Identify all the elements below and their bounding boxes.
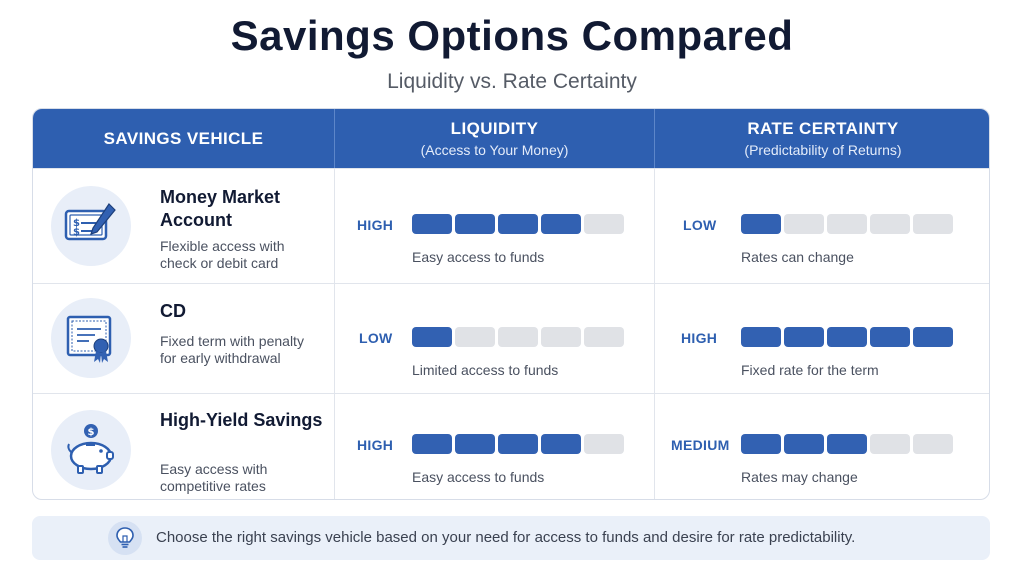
meter-segment-empty — [870, 214, 910, 234]
header-rate: RATE CERTAINTY (Predictability of Return… — [655, 109, 989, 168]
liquidity-cell: HIGH Easy access to funds — [335, 169, 655, 284]
svg-text:$: $ — [88, 427, 95, 438]
lightbulb-icon — [108, 521, 142, 555]
table-row: $ High-Yield Savings Easy access with co… — [33, 393, 989, 499]
header-liquidity-sub: (Access to Your Money) — [420, 142, 569, 158]
meter-segment-filled — [741, 327, 781, 347]
table-row: $ $ Money Market Account Flexible access… — [33, 168, 989, 284]
meter-segment-empty — [584, 214, 624, 234]
vehicle-name: Money Market Account — [160, 187, 281, 230]
meter-segment-filled — [741, 434, 781, 454]
rate-cell: HIGH Fixed rate for the term — [655, 284, 989, 394]
liquidity-level: LOW — [359, 330, 393, 346]
rate-note: Fixed rate for the term — [741, 362, 879, 378]
liquidity-level: HIGH — [357, 217, 394, 233]
liquidity-cell: LOW Limited access to funds — [335, 284, 655, 394]
meter-segment-empty — [784, 214, 824, 234]
svg-text:$: $ — [73, 218, 80, 229]
page-title: Savings Options Compared — [230, 12, 794, 59]
meter-segment-filled — [784, 327, 824, 347]
meter-segment-filled — [784, 434, 824, 454]
page-subtitle: Liquidity vs. Rate Certainty — [387, 70, 637, 93]
meter-segment-filled — [412, 434, 452, 454]
meter-segment-filled — [498, 434, 538, 454]
meter-segment-empty — [455, 327, 495, 347]
meter-segment-filled — [541, 434, 581, 454]
meter-segment-filled — [412, 327, 452, 347]
piggy-bank-icon: $ — [51, 410, 131, 490]
vehicle-description: Fixed term with penalty for early withdr… — [160, 333, 304, 366]
vehicle-name: CD — [160, 301, 186, 321]
liquidity-cell: HIGH Easy access to funds — [335, 394, 655, 499]
svg-text:$: $ — [73, 227, 80, 238]
meter-segment-empty — [584, 434, 624, 454]
meter-segment-empty — [584, 327, 624, 347]
footer-text: Choose the right savings vehicle based o… — [156, 529, 856, 546]
vehicle-name: High-Yield Savings — [160, 410, 323, 430]
meter-segment-empty — [913, 434, 953, 454]
rate-level: LOW — [683, 217, 717, 233]
liquidity-meter — [412, 434, 624, 454]
meter-segment-filled — [455, 434, 495, 454]
vehicle-description: Easy access with competitive rates — [160, 461, 268, 494]
certificate-icon — [51, 298, 131, 378]
meter-segment-filled — [827, 327, 867, 347]
header-vehicle: SAVINGS VEHICLE — [33, 109, 335, 168]
liquidity-note: Limited access to funds — [412, 362, 559, 378]
meter-segment-filled — [870, 327, 910, 347]
liquidity-level: HIGH — [357, 437, 394, 453]
header-rate-label: RATE CERTAINTY — [747, 119, 899, 138]
meter-segment-filled — [498, 214, 538, 234]
meter-segment-filled — [827, 434, 867, 454]
vehicle-cell: CD Fixed term with penalty for early wit… — [33, 284, 335, 394]
liquidity-meter — [412, 214, 624, 234]
rate-note: Rates can change — [741, 249, 854, 265]
header-rate-sub: (Predictability of Returns) — [744, 142, 902, 158]
checkbook-icon: $ $ — [51, 186, 131, 266]
rate-meter — [741, 214, 953, 234]
meter-segment-empty — [827, 214, 867, 234]
header-liquidity-label: LIQUIDITY — [450, 119, 539, 138]
header-vehicle-label: SAVINGS VEHICLE — [103, 128, 264, 148]
meter-segment-empty — [870, 434, 910, 454]
rate-meter — [741, 327, 953, 347]
meter-segment-filled — [741, 214, 781, 234]
meter-segment-empty — [541, 327, 581, 347]
rate-level: HIGH — [681, 330, 718, 346]
comparison-table: SAVINGS VEHICLE LIQUIDITY (Access to You… — [32, 108, 990, 500]
table-row: CD Fixed term with penalty for early wit… — [33, 283, 989, 394]
meter-segment-filled — [913, 327, 953, 347]
meter-segment-filled — [412, 214, 452, 234]
vehicle-cell: $ High-Yield Savings Easy access with co… — [33, 394, 335, 499]
header-liquidity: LIQUIDITY (Access to Your Money) — [335, 109, 655, 168]
meter-segment-filled — [541, 214, 581, 234]
rate-cell: LOW Rates can change — [655, 169, 989, 284]
rate-meter — [741, 434, 953, 454]
liquidity-note: Easy access to funds — [412, 469, 545, 485]
vehicle-cell: $ $ Money Market Account Flexible access… — [33, 169, 335, 284]
rate-note: Rates may change — [741, 469, 858, 485]
liquidity-meter — [412, 327, 624, 347]
meter-segment-empty — [498, 327, 538, 347]
footer-tip: Choose the right savings vehicle based o… — [32, 516, 990, 560]
liquidity-note: Easy access to funds — [412, 249, 545, 265]
meter-segment-empty — [913, 214, 953, 234]
rate-level: MEDIUM — [671, 437, 730, 453]
vehicle-description: Flexible access with check or debit card — [160, 238, 285, 271]
meter-segment-filled — [455, 214, 495, 234]
rate-cell: MEDIUM Rates may change — [655, 394, 989, 499]
table-header: SAVINGS VEHICLE LIQUIDITY (Access to You… — [33, 109, 989, 168]
